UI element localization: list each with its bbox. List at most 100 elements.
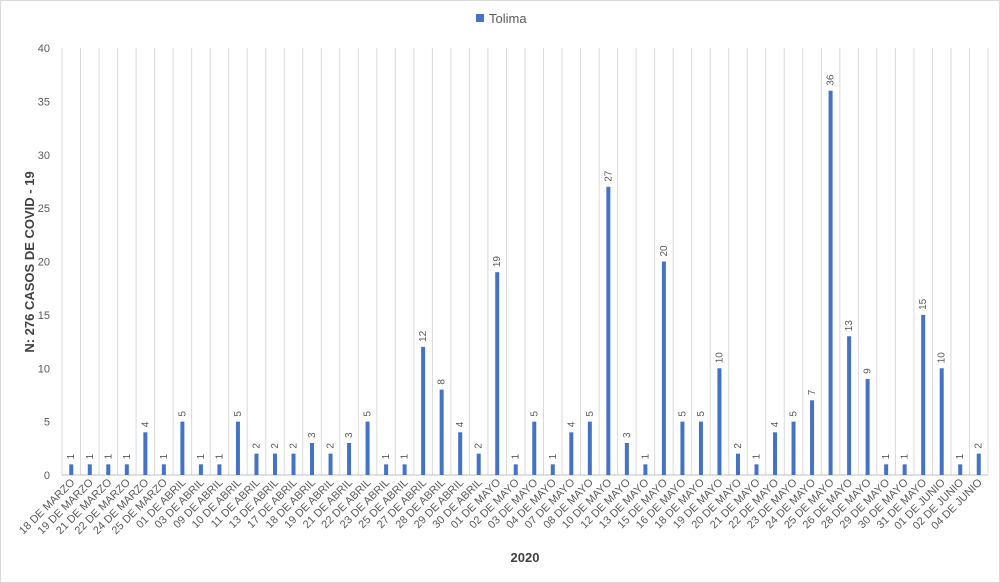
bar [235, 421, 240, 475]
data-label: 2 [289, 443, 300, 449]
bar [643, 464, 648, 475]
bar [198, 464, 203, 475]
bars [69, 90, 981, 475]
bar [402, 464, 407, 475]
bar [902, 464, 907, 475]
bar [865, 378, 870, 475]
legend: Tolima [476, 11, 527, 26]
data-label: 2 [474, 443, 485, 449]
data-label: 7 [807, 389, 818, 395]
data-label: 10 [714, 352, 725, 364]
data-label: 20 [659, 245, 670, 257]
bar [513, 464, 518, 475]
bar [810, 400, 815, 475]
bar [661, 261, 666, 475]
bar [421, 346, 426, 475]
bar [124, 464, 129, 475]
data-label: 5 [177, 411, 188, 417]
bar [939, 368, 944, 475]
y-tick-label: 20 [38, 257, 50, 269]
data-label: 1 [381, 453, 392, 459]
bar [254, 453, 259, 475]
y-tick-label: 5 [44, 417, 50, 429]
bar [439, 389, 444, 475]
grid-lines [61, 48, 989, 475]
data-label: 1 [640, 453, 651, 459]
bar [476, 453, 481, 475]
bar [958, 464, 963, 475]
data-label: 1 [881, 453, 892, 459]
data-label: 3 [622, 432, 633, 438]
bar [587, 421, 592, 475]
data-label: 36 [826, 74, 837, 86]
data-label: 1 [85, 453, 96, 459]
data-label: 2 [251, 443, 262, 449]
data-label: 1 [122, 453, 133, 459]
data-label: 3 [307, 432, 318, 438]
bar [495, 272, 500, 475]
bar [884, 464, 889, 475]
bar [550, 464, 555, 475]
y-tick-label: 15 [38, 310, 50, 322]
bar [106, 464, 111, 475]
bar [87, 464, 92, 475]
data-label: 2 [326, 443, 337, 449]
data-label: 12 [418, 330, 429, 342]
bar [680, 421, 685, 475]
bar [847, 336, 852, 475]
data-label: 5 [677, 411, 688, 417]
bar [69, 464, 74, 475]
data-label: 1 [955, 453, 966, 459]
data-label: 13 [844, 320, 855, 332]
data-label: 27 [603, 170, 614, 182]
bar [458, 432, 463, 475]
bar [143, 432, 148, 475]
bar [272, 453, 277, 475]
bar [310, 442, 315, 475]
bar [717, 368, 722, 475]
data-label: 1 [548, 453, 559, 459]
bar [791, 421, 796, 475]
y-tick-labels: 0 5 10 15 20 25 30 35 40 [38, 43, 50, 482]
data-label: 1 [103, 453, 114, 459]
data-label: 2 [974, 443, 985, 449]
y-tick-label: 35 [38, 96, 50, 108]
y-tick-label: 25 [38, 203, 50, 215]
data-label: 5 [585, 411, 596, 417]
data-label: 4 [140, 421, 151, 427]
data-label: 10 [937, 352, 948, 364]
bar [698, 421, 703, 475]
data-label: 1 [196, 453, 207, 459]
data-label: 4 [566, 421, 577, 427]
data-label: 1 [66, 453, 77, 459]
bar [976, 453, 981, 475]
data-label: 4 [455, 421, 466, 427]
bar [532, 421, 537, 475]
bar [606, 186, 611, 475]
legend-swatch [476, 14, 484, 22]
data-label: 1 [752, 453, 763, 459]
y-tick-label: 10 [38, 363, 50, 375]
bar [161, 464, 166, 475]
y-tick-label: 0 [44, 470, 50, 482]
legend-label: Tolima [489, 11, 527, 26]
data-label: 15 [918, 298, 929, 310]
y-axis-title: N: 276 CASOS DE COVID - 19 [22, 171, 37, 352]
y-tick-label: 30 [38, 150, 50, 162]
data-label: 2 [270, 443, 281, 449]
bar [754, 464, 759, 475]
data-label: 3 [344, 432, 355, 438]
data-label: 2 [733, 443, 744, 449]
bar [921, 314, 926, 475]
bar [180, 421, 185, 475]
bar [291, 453, 296, 475]
data-label: 1 [900, 453, 911, 459]
y-tick-label: 40 [38, 43, 50, 55]
bar [735, 453, 740, 475]
data-label: 5 [233, 411, 244, 417]
data-label: 1 [511, 453, 522, 459]
